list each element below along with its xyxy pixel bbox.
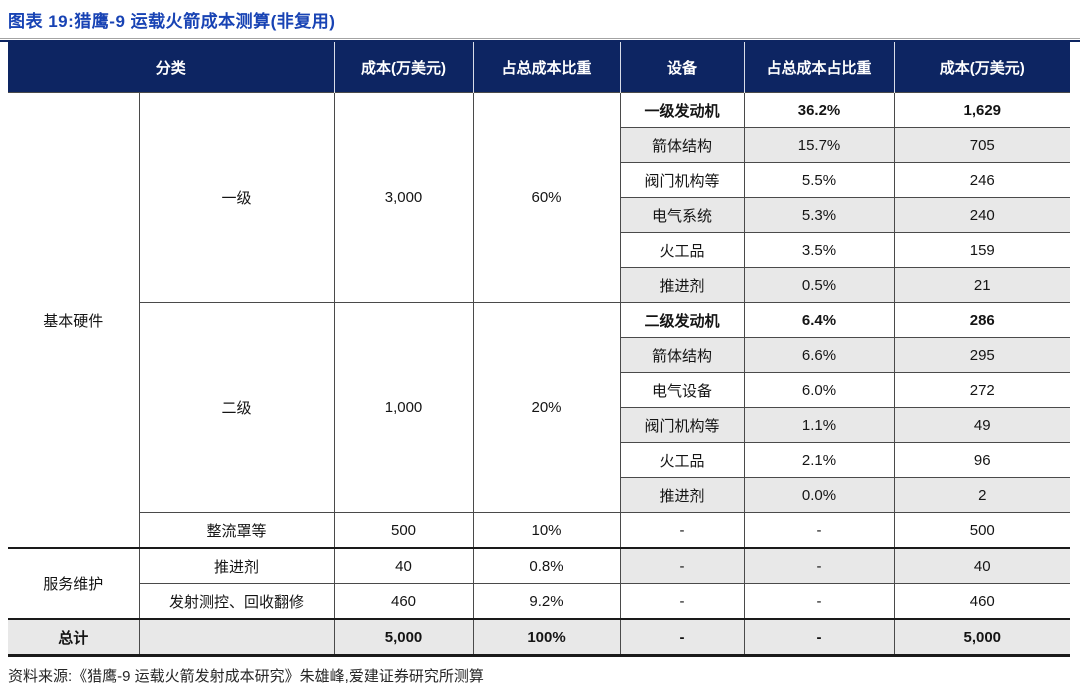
table-cell: 二级 <box>139 302 335 513</box>
table-cell: 电气系统 <box>620 197 745 233</box>
table-cell: 箭体结构 <box>620 337 745 373</box>
table-cell: 60% <box>472 92 621 303</box>
title-rule-dark <box>0 40 1080 42</box>
table-cell <box>138 618 335 657</box>
table-cell: 一级 <box>138 92 335 303</box>
table-cell: 9.2% <box>472 583 621 620</box>
table-cell: 推进剂 <box>620 477 745 513</box>
table-cell: 5,000 <box>333 618 474 657</box>
column-header: 设备 <box>619 42 745 93</box>
table-row: 火工品 2.1% 96 <box>8 442 1071 478</box>
table-cell: 箭体结构 <box>620 127 745 163</box>
table-cell: 10% <box>472 512 621 549</box>
table-cell: 96 <box>893 442 1071 478</box>
table-body: 基本硬件 一级 3,000 60% 一级发动机 36.2% 1,629 箭体结构 15.7% 70… <box>8 92 1071 657</box>
table-cell: - <box>743 618 895 657</box>
table-cell: 0.0% <box>743 477 895 513</box>
table-cell: 246 <box>893 162 1071 198</box>
table-cell: 3,000 <box>333 92 474 303</box>
table-cell: 240 <box>893 197 1071 233</box>
table-cell: 6.4% <box>743 302 895 338</box>
table-cell: 0.8% <box>472 547 621 584</box>
column-header: 占总成本比重 <box>472 42 621 93</box>
table-cell: 0.5% <box>743 267 895 303</box>
table-cell: 5,000 <box>893 618 1071 657</box>
table-cell: 5.5% <box>743 162 895 198</box>
table-cell: 3.5% <box>743 232 895 268</box>
table-cell: 电气设备 <box>620 372 745 408</box>
table-cell: 40 <box>333 547 474 584</box>
table-cell: 6.6% <box>743 337 895 373</box>
table-cell: 15.7% <box>743 127 895 163</box>
table-cell: 推进剂 <box>620 267 745 303</box>
table-row: 箭体结构 15.7% 705 <box>8 127 1071 163</box>
table-cell: 基本硬件 <box>8 92 140 549</box>
table-row: 总计 5,000 100% - -5,000 <box>8 618 1071 657</box>
table-row: 电气设备 6.0% 272 <box>8 372 1071 408</box>
table-cell: 286 <box>893 302 1071 338</box>
table-cell: - <box>619 512 745 549</box>
table-cell: 40 <box>893 547 1071 584</box>
table-cell: 460 <box>893 583 1071 620</box>
table-row: 二级 1,000 20% 二级发动机 6.4% 286 <box>8 302 1071 513</box>
table-cell: 发射测控、回收翻修 <box>139 583 335 620</box>
header-row: 分类 成本(万美元) 占总成本比重 设备 占总成本占比重 成本(万美元) <box>8 42 1071 93</box>
table-cell: - <box>619 547 745 584</box>
table-row: 服务维护 推进剂 40 0.8% - -40 <box>8 547 1071 620</box>
table-cell: 159 <box>893 232 1071 268</box>
table-cell: 20% <box>472 302 621 513</box>
table-cell: 36.2% <box>743 92 895 128</box>
table-cell: 总计 <box>8 618 140 657</box>
table-cell: 100% <box>472 618 621 657</box>
table-cell: 500 <box>893 512 1071 549</box>
table-cell: 火工品 <box>620 232 745 268</box>
table-cell: 2 <box>893 477 1071 513</box>
table-cell: 1,629 <box>893 92 1071 128</box>
table-cell: - <box>743 547 895 584</box>
table-cell: 1.1% <box>743 407 895 443</box>
title-rule-light <box>0 38 1080 39</box>
table-row: 整流罩等 500 10% - -500 <box>8 512 1071 549</box>
table-row: 箭体结构 6.6% 295 <box>8 337 1071 373</box>
column-header: 成本(万美元) <box>893 42 1071 93</box>
table-cell: 阀门机构等 <box>620 407 745 443</box>
table-cell: 一级发动机 <box>619 92 745 128</box>
table-cell: 272 <box>893 372 1071 408</box>
column-header: 成本(万美元) <box>333 42 474 93</box>
table-row: 发射测控、回收翻修 460 9.2% - -460 <box>8 583 1071 620</box>
table-cell: 2.1% <box>743 442 895 478</box>
table-cell: 49 <box>893 407 1071 443</box>
table-row: 基本硬件 一级 3,000 60% 一级发动机 36.2% 1,629 <box>8 92 1071 549</box>
table-cell: - <box>619 583 745 620</box>
column-header: 分类 <box>8 42 335 93</box>
source-note: 资料来源:《猎鹰-9 运载火箭发射成本研究》朱雄峰,爱建证券研究所测算 <box>8 668 484 685</box>
table-cell: 21 <box>893 267 1071 303</box>
table-cell: - <box>743 583 895 620</box>
table-cell: 服务维护 <box>8 547 140 620</box>
table-cell: 整流罩等 <box>139 512 335 549</box>
table-cell: 295 <box>893 337 1071 373</box>
table-cell: 阀门机构等 <box>620 162 745 198</box>
table-cell: 6.0% <box>743 372 895 408</box>
table-row: 阀门机构等 5.5% 246 <box>8 162 1071 198</box>
table-cell: 火工品 <box>620 442 745 478</box>
table-cell: 1,000 <box>333 302 474 513</box>
column-header: 占总成本占比重 <box>743 42 895 93</box>
title-rule <box>0 38 1080 42</box>
cost-table: 分类 成本(万美元) 占总成本比重 设备 占总成本占比重 成本(万美元) 基本硬件 一级 3,… <box>8 42 1071 657</box>
table-row: 推进剂 0.5% 21 <box>8 267 1071 303</box>
table-head: 分类 成本(万美元) 占总成本比重 设备 占总成本占比重 成本(万美元) <box>8 42 1071 93</box>
table-row: 推进剂 0.0% 2 <box>8 477 1071 513</box>
table-cell: - <box>743 512 895 549</box>
table-cell: 500 <box>333 512 474 549</box>
table-cell: 460 <box>333 583 474 620</box>
table-cell: 推进剂 <box>138 547 335 584</box>
table-cell: - <box>619 618 745 657</box>
table-cell: 二级发动机 <box>619 302 745 338</box>
table-cell: 705 <box>893 127 1071 163</box>
figure-title: 图表 19:猎鹰-9 运载火箭成本测算(非复用) <box>8 12 336 31</box>
table-cell: 5.3% <box>743 197 895 233</box>
